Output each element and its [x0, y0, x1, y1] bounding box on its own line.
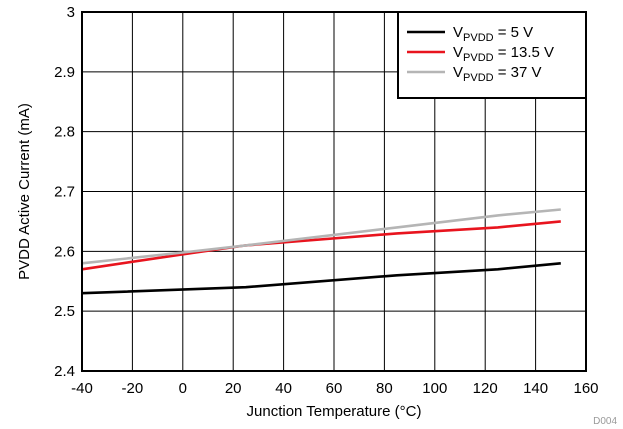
series-line-3	[81, 208, 561, 265]
y-axis-title: PVDD Active Current (mA)	[16, 103, 33, 280]
y-tick-label: 2.5	[54, 303, 75, 320]
plot-area-frame	[81, 11, 587, 372]
x-tick-label: 120	[473, 380, 498, 397]
x-tick-label: 80	[376, 380, 393, 397]
y-tick-label: 3	[67, 4, 75, 21]
x-tick-label: 100	[422, 380, 447, 397]
figure-id-label: D004	[593, 416, 617, 427]
series-lines	[81, 208, 561, 295]
series-line-2	[81, 220, 561, 271]
x-tick-label: 40	[275, 380, 292, 397]
y-axis-tick-labels: 2.4 2.5 2.6 2.7 2.8 2.9 3	[54, 4, 75, 380]
y-tick-label: 2.7	[54, 184, 75, 201]
legend-box	[397, 11, 587, 99]
x-tick-label: 160	[573, 380, 598, 397]
x-axis-tick-labels: -40 -20 0 20 40 60 80 100 120 140 160	[71, 380, 598, 397]
y-tick-label: 2.4	[54, 363, 75, 380]
legend-label-1: VPVDD = 5 V	[453, 24, 533, 44]
y-tick-label: 2.6	[54, 243, 75, 260]
y-tick-label: 2.9	[54, 64, 75, 81]
x-tick-label: 0	[179, 380, 187, 397]
legend-label-2: VPVDD = 13.5 V	[453, 44, 554, 64]
x-tick-label: 20	[225, 380, 242, 397]
x-tick-label: -40	[71, 380, 93, 397]
x-tick-label: 60	[326, 380, 343, 397]
x-tick-label: 140	[523, 380, 548, 397]
series-line-1	[81, 262, 561, 295]
x-axis-title: Junction Temperature (°C)	[247, 403, 422, 420]
legend-label-3: VPVDD = 37 V	[453, 64, 542, 84]
y-tick-label: 2.8	[54, 124, 75, 141]
x-tick-label: -20	[122, 380, 144, 397]
